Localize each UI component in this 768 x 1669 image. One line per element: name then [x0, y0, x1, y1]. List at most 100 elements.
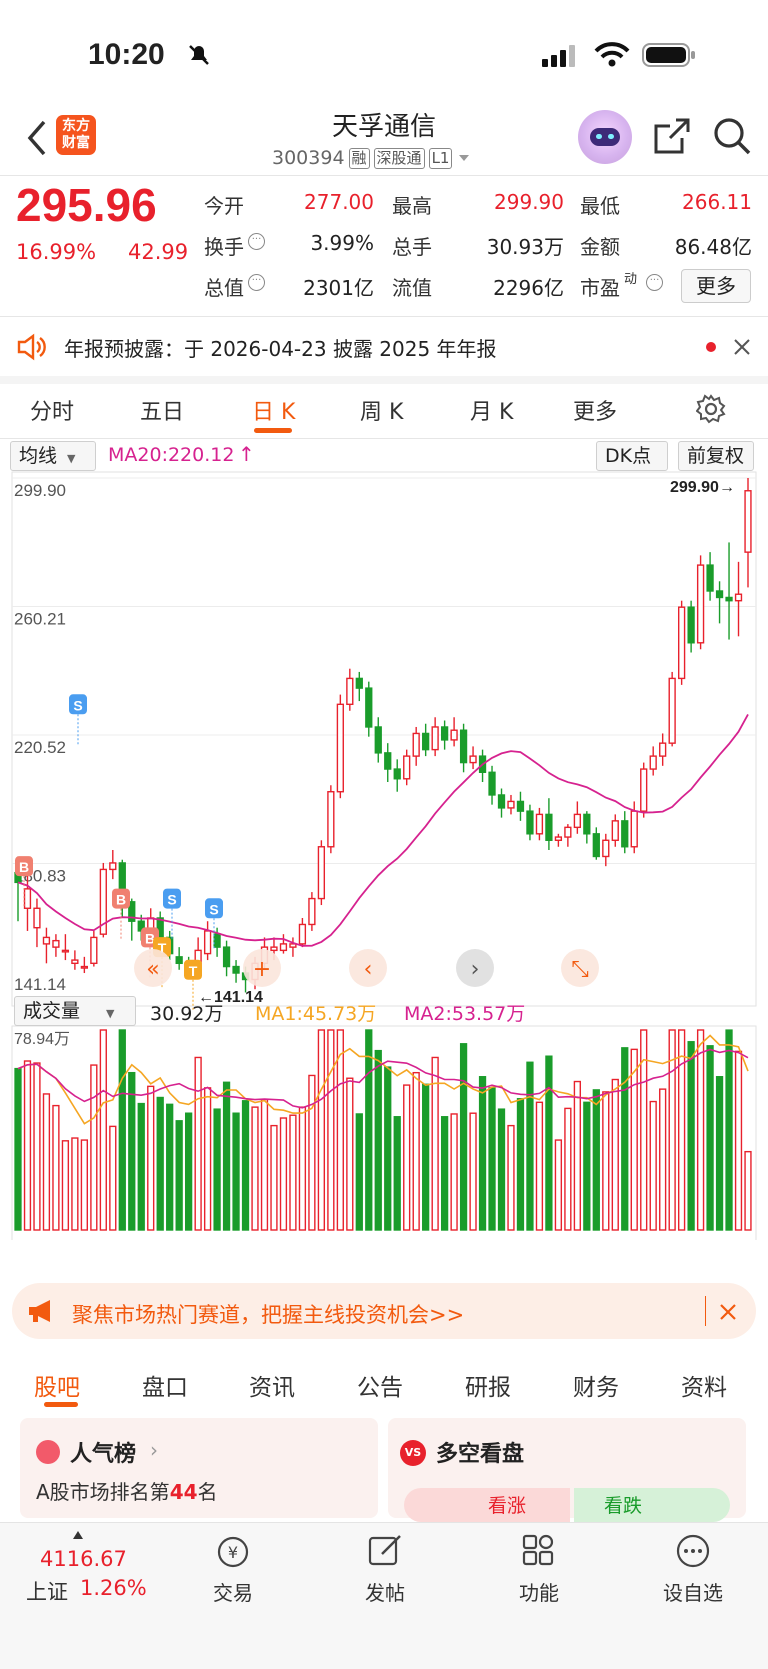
first-page-icon[interactable]: [134, 949, 172, 987]
tab-daily-k[interactable]: 日 K: [252, 400, 296, 425]
candle-body: [677, 606, 686, 680]
candlestick-chart[interactable]: 299.90260.21220.52180.83141.14299.90→←14…: [0, 470, 768, 1240]
post-edit-icon[interactable]: [366, 1532, 404, 1570]
quote-label: 最高: [392, 194, 432, 218]
banner-close-icon[interactable]: [718, 1302, 738, 1322]
index-up-arrow-icon: [73, 1531, 83, 1539]
volume-bar: [507, 1124, 515, 1231]
candle-body: [308, 897, 316, 926]
stock-name: 天孚通信: [331, 112, 436, 142]
nav-watchlist[interactable]: 设自选: [663, 1581, 723, 1605]
volume-bar: [374, 1049, 382, 1231]
popularity-card[interactable]: [20, 1418, 378, 1518]
nav-trade[interactable]: 交易: [213, 1581, 253, 1605]
volume-bar: [403, 1084, 411, 1231]
candle-body: [459, 729, 468, 764]
tab-intraday[interactable]: 分时: [30, 400, 75, 425]
info-dots-icon[interactable]: ···: [248, 274, 265, 291]
close-icon[interactable]: [732, 337, 752, 357]
candle-body: [554, 836, 563, 841]
search-icon[interactable]: [712, 116, 752, 156]
ma-select[interactable]: 均线 ▼: [10, 441, 96, 471]
volume-bar: [279, 1117, 288, 1231]
quote-value: 30.93万: [486, 235, 564, 259]
report-notice[interactable]: 年报预披露：于 2026-04-23 披露 2025 年年报: [64, 337, 497, 361]
index-name[interactable]: 上证: [26, 1580, 68, 1604]
vol-ma2-line: [17, 1048, 749, 1109]
volume-bar: [611, 1078, 619, 1231]
index-value[interactable]: 4116.67: [40, 1547, 127, 1571]
volume-bar: [564, 1107, 572, 1231]
volume-bar: [583, 1101, 591, 1231]
stock-code-row[interactable]: 300394 融 深股通 L1: [272, 146, 472, 170]
volume-bar: [621, 1047, 629, 1231]
candle-body: [279, 943, 288, 952]
stock-code: 300394: [272, 147, 345, 169]
bull-button[interactable]: 看涨: [404, 1488, 570, 1522]
add-watchlist-icon[interactable]: [674, 1532, 712, 1570]
tab-weekly-k[interactable]: 周 K: [360, 400, 404, 425]
volume-bar: [241, 1100, 250, 1231]
tab-profile[interactable]: 资料: [681, 1375, 727, 1401]
dk-point-toggle[interactable]: DK点: [596, 441, 668, 471]
volume-bar: [497, 1108, 506, 1231]
volume-bar: [715, 1076, 724, 1231]
candle-body: [52, 939, 60, 948]
fullscreen-icon[interactable]: [561, 949, 599, 987]
bear-button[interactable]: 看跌: [574, 1488, 730, 1522]
prev-icon[interactable]: [349, 949, 387, 987]
tab-news[interactable]: 资讯: [249, 1375, 295, 1401]
candle-body: [545, 813, 553, 841]
high-marker: 299.90→: [670, 479, 735, 496]
tab-financials[interactable]: 财务: [573, 1375, 619, 1401]
announcement-speaker-icon: [17, 333, 46, 361]
info-dots-icon[interactable]: ···: [248, 233, 265, 250]
next-icon[interactable]: [456, 949, 494, 987]
tab-announcements[interactable]: 公告: [357, 1375, 403, 1401]
tab-five-day[interactable]: 五日: [140, 400, 185, 425]
candle-body: [346, 677, 354, 706]
trade-yen-icon[interactable]: ¥: [213, 1534, 253, 1570]
index-change[interactable]: 1.26%: [80, 1576, 147, 1600]
quote-value: 277.00: [304, 190, 374, 214]
candle-body: [355, 677, 363, 689]
app-logo: 东方 财富: [56, 115, 96, 155]
tab-forum[interactable]: 股吧: [34, 1375, 80, 1401]
quote-value: 2296亿: [493, 276, 564, 300]
volume-bar: [734, 1050, 743, 1231]
volume-bar: [33, 1062, 41, 1231]
volume-indicator-select[interactable]: 成交量 ▼: [14, 996, 136, 1026]
candle-body: [213, 933, 221, 948]
candle-body: [516, 800, 525, 812]
zoom-in-icon[interactable]: [243, 949, 281, 987]
first-page-icon-glyph: «: [146, 957, 159, 982]
tab-monthly-k[interactable]: 月 K: [470, 400, 514, 425]
settings-gear-icon[interactable]: [696, 394, 726, 424]
functions-grid-icon[interactable]: [520, 1532, 558, 1570]
tab-more[interactable]: 更多: [573, 400, 618, 425]
candle-body: [222, 946, 231, 968]
tab-orderbook[interactable]: 盘口: [142, 1375, 188, 1401]
signal-badge: [163, 888, 181, 909]
assistant-robot-icon[interactable]: [578, 110, 632, 164]
connect-tag: 深股通: [373, 147, 425, 169]
info-dots-icon[interactable]: ···: [646, 274, 663, 291]
candle-body: [696, 564, 705, 644]
share-icon[interactable]: [652, 116, 692, 156]
volume-bar: [516, 1098, 525, 1231]
adjust-select[interactable]: 前复权: [678, 441, 754, 471]
nav-functions[interactable]: 功能: [519, 1581, 559, 1605]
back-icon[interactable]: [22, 118, 52, 158]
candle-body: [706, 564, 714, 592]
candle-body: [327, 791, 335, 848]
promo-banner[interactable]: [12, 1283, 756, 1339]
tab-research[interactable]: 研报: [465, 1375, 511, 1401]
promo-text[interactable]: 聚焦市场热门赛道，把握主线投资机会>>: [72, 1303, 465, 1327]
more-quote-button[interactable]: 更多: [681, 269, 751, 303]
volume-bar: [526, 1061, 534, 1231]
candle-body: [507, 800, 515, 809]
candle-body: [336, 703, 344, 793]
nav-post[interactable]: 发帖: [365, 1581, 405, 1605]
price-axis-label: 299.90: [14, 481, 66, 500]
volume-bar: [90, 1064, 98, 1231]
